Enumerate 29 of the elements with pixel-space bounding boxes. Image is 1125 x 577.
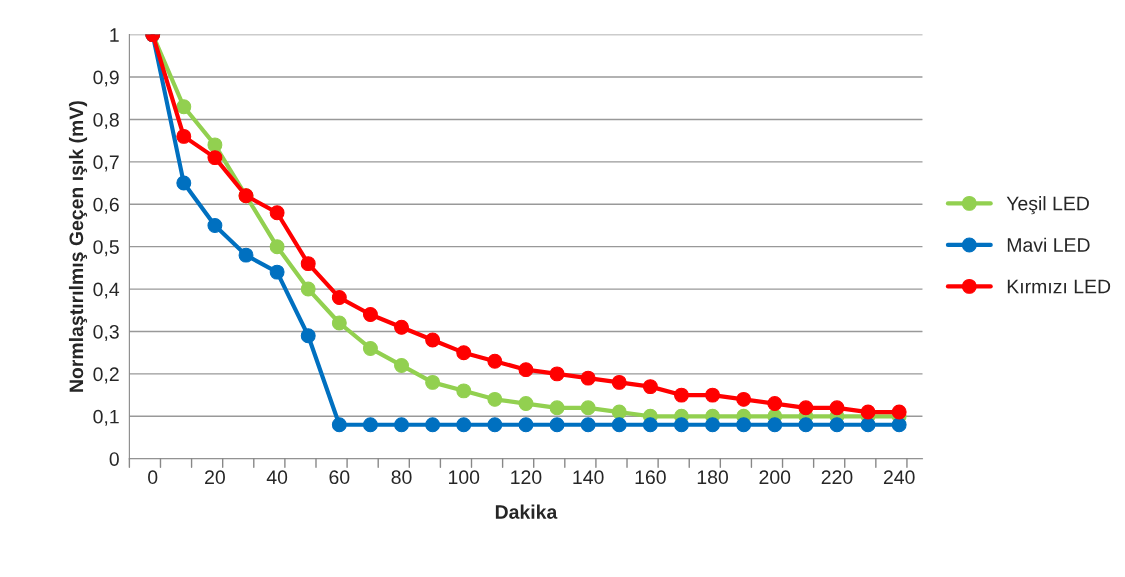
- y-tick-label: 0,1: [93, 409, 119, 426]
- x-tick-label: 160: [635, 470, 666, 485]
- x-tick-label: 100: [448, 470, 480, 485]
- y-tick-label: 0,8: [93, 112, 119, 129]
- x-axis-title: Dakika: [495, 504, 558, 519]
- legend-label: Kırmızı LED: [1007, 279, 1111, 294]
- y-tick-label: 0,5: [93, 240, 119, 257]
- x-tick-label: 40: [266, 470, 288, 485]
- x-tick-label: 20: [205, 470, 225, 485]
- y-tick-label: 0,6: [93, 197, 119, 214]
- x-tick-label: 60: [329, 470, 350, 485]
- legend-label: Yeşil LED: [1006, 196, 1089, 215]
- legend-label: Mavi LED: [1007, 237, 1090, 252]
- x-tick-label: 220: [821, 470, 853, 485]
- y-tick-label: 0: [109, 452, 119, 466]
- x-tick-label: 140: [573, 470, 604, 485]
- x-tick-label: 80: [391, 470, 412, 485]
- y-tick-label: 0,9: [93, 70, 119, 87]
- y-tick-label: 0,2: [93, 367, 119, 384]
- x-tick-label: 240: [883, 470, 915, 485]
- y-tick-label: 1: [110, 28, 119, 42]
- x-tick-label: 200: [759, 470, 791, 485]
- x-tick-label: 180: [697, 470, 729, 485]
- y-tick-label: 0,3: [93, 324, 119, 342]
- y-tick-label: 0,7: [93, 155, 119, 172]
- y-tick-label: 0,4: [93, 282, 120, 299]
- x-tick-label: 0: [148, 470, 158, 485]
- y-axis-title: Normlaştırılmış Geçen ışık (mV): [68, 101, 88, 392]
- x-tick-label: 120: [511, 470, 542, 485]
